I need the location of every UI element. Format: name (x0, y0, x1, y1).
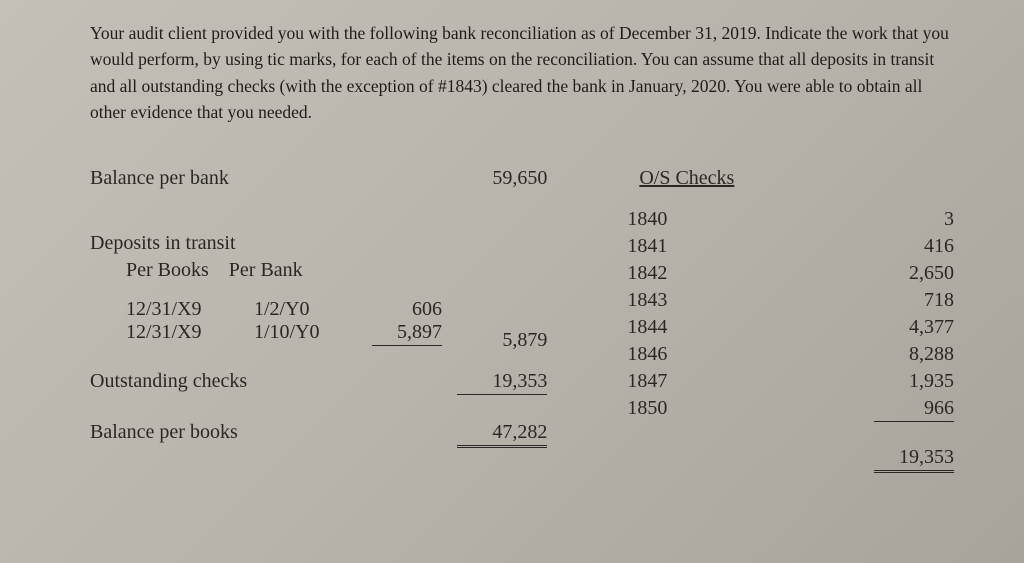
os-check-row: 1842 2,650 (627, 262, 954, 285)
os-check-number: 1846 (627, 343, 697, 366)
os-check-number: 1840 (627, 208, 697, 231)
outstanding-checks-value: 19,353 (457, 370, 547, 395)
deposits-in-transit-label: Deposits in transit (90, 232, 547, 255)
os-check-row: 1843 718 (627, 289, 954, 312)
deposit-per-books: 12/31/X9 (126, 298, 226, 321)
deposit-per-bank: 1/10/Y0 (254, 321, 344, 344)
os-check-total: 19,353 (874, 446, 954, 473)
deposit-amount: 606 (372, 298, 442, 321)
os-check-number: 1843 (627, 289, 697, 312)
os-check-amount: 416 (874, 235, 954, 258)
os-check-row: 1841 416 (627, 235, 954, 258)
per-bank-header: Per Bank (229, 259, 303, 281)
os-check-amount: 3 (874, 208, 954, 231)
os-check-number: 1842 (627, 262, 697, 285)
balance-per-books-label: Balance per books (90, 421, 238, 444)
balance-per-bank-value: 59,650 (457, 167, 547, 190)
deposit-row: 12/31/X9 1/10/Y0 5,897 (126, 321, 442, 346)
balance-per-bank-row: Balance per bank 59,650 (90, 167, 547, 190)
os-check-amount: 718 (874, 289, 954, 312)
balance-per-books-value: 47,282 (457, 421, 547, 448)
os-check-amount: 966 (874, 397, 954, 422)
os-check-number: 1850 (627, 397, 697, 422)
problem-statement: Your audit client provided you with the … (90, 20, 954, 125)
deposit-row: 12/31/X9 1/2/Y0 606 (126, 298, 442, 321)
os-check-row: 1850 966 (627, 397, 954, 422)
os-checks-header: O/S Checks (627, 167, 954, 190)
os-checks-section: O/S Checks 1840 3 1841 416 1842 2,650 18… (607, 167, 954, 477)
os-check-amount: 2,650 (874, 262, 954, 285)
deposits-total: 5,879 (457, 329, 547, 352)
os-check-total-row: 19,353 (627, 446, 954, 473)
os-check-number: 1847 (627, 370, 697, 393)
deposit-per-books: 12/31/X9 (126, 321, 226, 344)
deposits-table: 12/31/X9 1/2/Y0 606 12/31/X9 1/10/Y0 5,8… (126, 298, 442, 346)
deposit-per-bank: 1/2/Y0 (254, 298, 344, 321)
balance-per-books-row: Balance per books 47,282 (90, 421, 547, 448)
deposits-subheader: Per Books Per Bank (126, 259, 547, 282)
per-books-header: Per Books (126, 259, 209, 281)
os-check-number: 1844 (627, 316, 697, 339)
outstanding-checks-label: Outstanding checks (90, 370, 247, 393)
outstanding-checks-row: Outstanding checks 19,353 (90, 370, 547, 395)
reconciliation-container: Balance per bank 59,650 Deposits in tran… (90, 167, 954, 477)
os-check-number: 1841 (627, 235, 697, 258)
os-check-amount: 4,377 (874, 316, 954, 339)
os-check-row: 1844 4,377 (627, 316, 954, 339)
balance-per-bank-label: Balance per bank (90, 167, 229, 190)
os-check-amount: 8,288 (874, 343, 954, 366)
os-check-amount: 1,935 (874, 370, 954, 393)
deposit-amount: 5,897 (372, 321, 442, 346)
os-check-row: 1846 8,288 (627, 343, 954, 366)
os-check-row: 1840 3 (627, 208, 954, 231)
reconciliation-left: Balance per bank 59,650 Deposits in tran… (90, 167, 547, 477)
os-check-row: 1847 1,935 (627, 370, 954, 393)
os-checks-table: 1840 3 1841 416 1842 2,650 1843 718 1844… (627, 208, 954, 473)
